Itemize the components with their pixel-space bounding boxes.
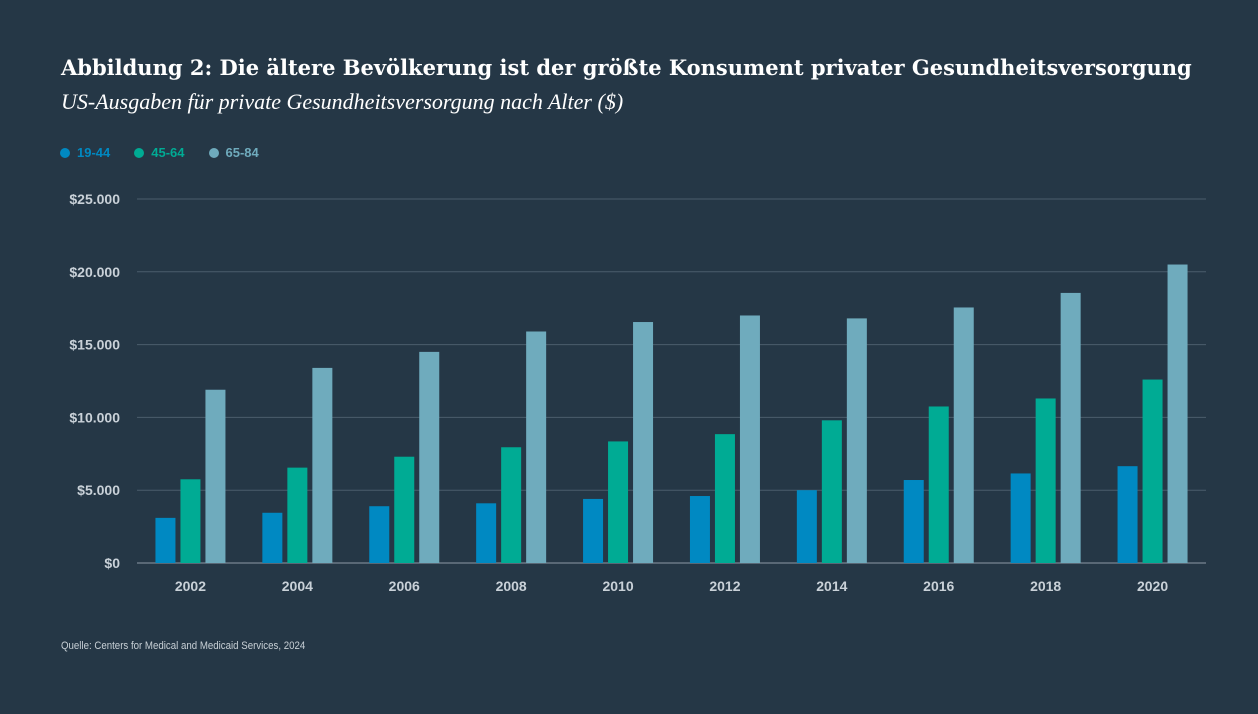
bar-45-64-2008 — [501, 447, 522, 563]
bar-45-64-2012 — [714, 434, 735, 563]
bar-45-64-2018 — [1035, 398, 1056, 563]
legend-item-45-64: 45-64 — [134, 145, 185, 160]
source-note: Quelle: Centers for Medical and Medicaid… — [61, 640, 306, 652]
bar-19-44-2002 — [155, 517, 176, 563]
y-tick-label: $10.000 — [69, 409, 120, 425]
bar-65-84-2014 — [846, 318, 867, 563]
x-tick-label: 2004 — [282, 578, 313, 594]
bar-19-44-2010 — [583, 498, 604, 563]
x-tick-label: 2006 — [389, 578, 420, 594]
bar-19-44-2016 — [903, 480, 924, 563]
bar-65-84-2018 — [1060, 292, 1081, 563]
legend-item-19-44: 19-44 — [60, 145, 110, 160]
legend-label: 65-84 — [225, 145, 259, 160]
bar-45-64-2006 — [394, 456, 415, 563]
chart-title: Abbildung 2: Die ältere Bevölkerung ist … — [61, 55, 1192, 80]
bar-65-84-2006 — [419, 351, 440, 563]
bar-65-84-2004 — [312, 367, 333, 563]
legend-marker — [134, 147, 145, 158]
x-tick-label: 2018 — [1030, 578, 1061, 594]
bar-45-64-2016 — [928, 406, 949, 563]
bar-19-44-2012 — [689, 496, 710, 563]
legend: 19-44 45-64 65-84 — [60, 145, 259, 160]
bar-65-84-2002 — [205, 389, 226, 563]
x-tick-label: 2014 — [816, 578, 847, 594]
legend-item-65-84: 65-84 — [208, 145, 259, 160]
y-tick-label: $5.000 — [77, 482, 120, 498]
x-tick-label: 2008 — [496, 578, 527, 594]
x-tick-label: 2012 — [709, 578, 740, 594]
x-tick-label: 2010 — [602, 578, 633, 594]
bar-45-64-2020 — [1142, 379, 1163, 563]
bar-19-44-2008 — [476, 503, 497, 563]
x-tick-label: 2020 — [1137, 578, 1168, 594]
x-tick-label: 2016 — [923, 578, 954, 594]
bar-65-84-2012 — [739, 315, 760, 563]
bar-45-64-2010 — [608, 441, 629, 563]
y-tick-label: $25.000 — [69, 191, 120, 207]
bar-65-84-2020 — [1167, 264, 1188, 563]
y-tick-label: $15.000 — [69, 337, 120, 353]
bar-19-44-2020 — [1117, 466, 1138, 563]
bar-19-44-2018 — [1010, 473, 1031, 563]
x-tick-label: 2002 — [175, 578, 206, 594]
bar-45-64-2004 — [287, 467, 308, 563]
bar-65-84-2016 — [953, 307, 974, 563]
bar-45-64-2014 — [821, 420, 842, 563]
legend-marker — [208, 147, 219, 158]
bar-19-44-2014 — [796, 490, 817, 563]
y-tick-label: $20.000 — [69, 264, 120, 280]
bar-65-84-2010 — [633, 322, 654, 563]
y-tick-label: $0 — [104, 555, 120, 571]
legend-label: 45-64 — [151, 145, 185, 160]
legend-marker — [60, 147, 70, 158]
bar-19-44-2006 — [369, 506, 390, 563]
bar-45-64-2002 — [180, 479, 201, 563]
bar-19-44-2004 — [262, 512, 283, 563]
bar-65-84-2008 — [526, 331, 547, 563]
chart-subtitle: US-Ausgaben für private Gesundheitsverso… — [61, 89, 624, 114]
legend-label: 19-44 — [77, 145, 111, 160]
